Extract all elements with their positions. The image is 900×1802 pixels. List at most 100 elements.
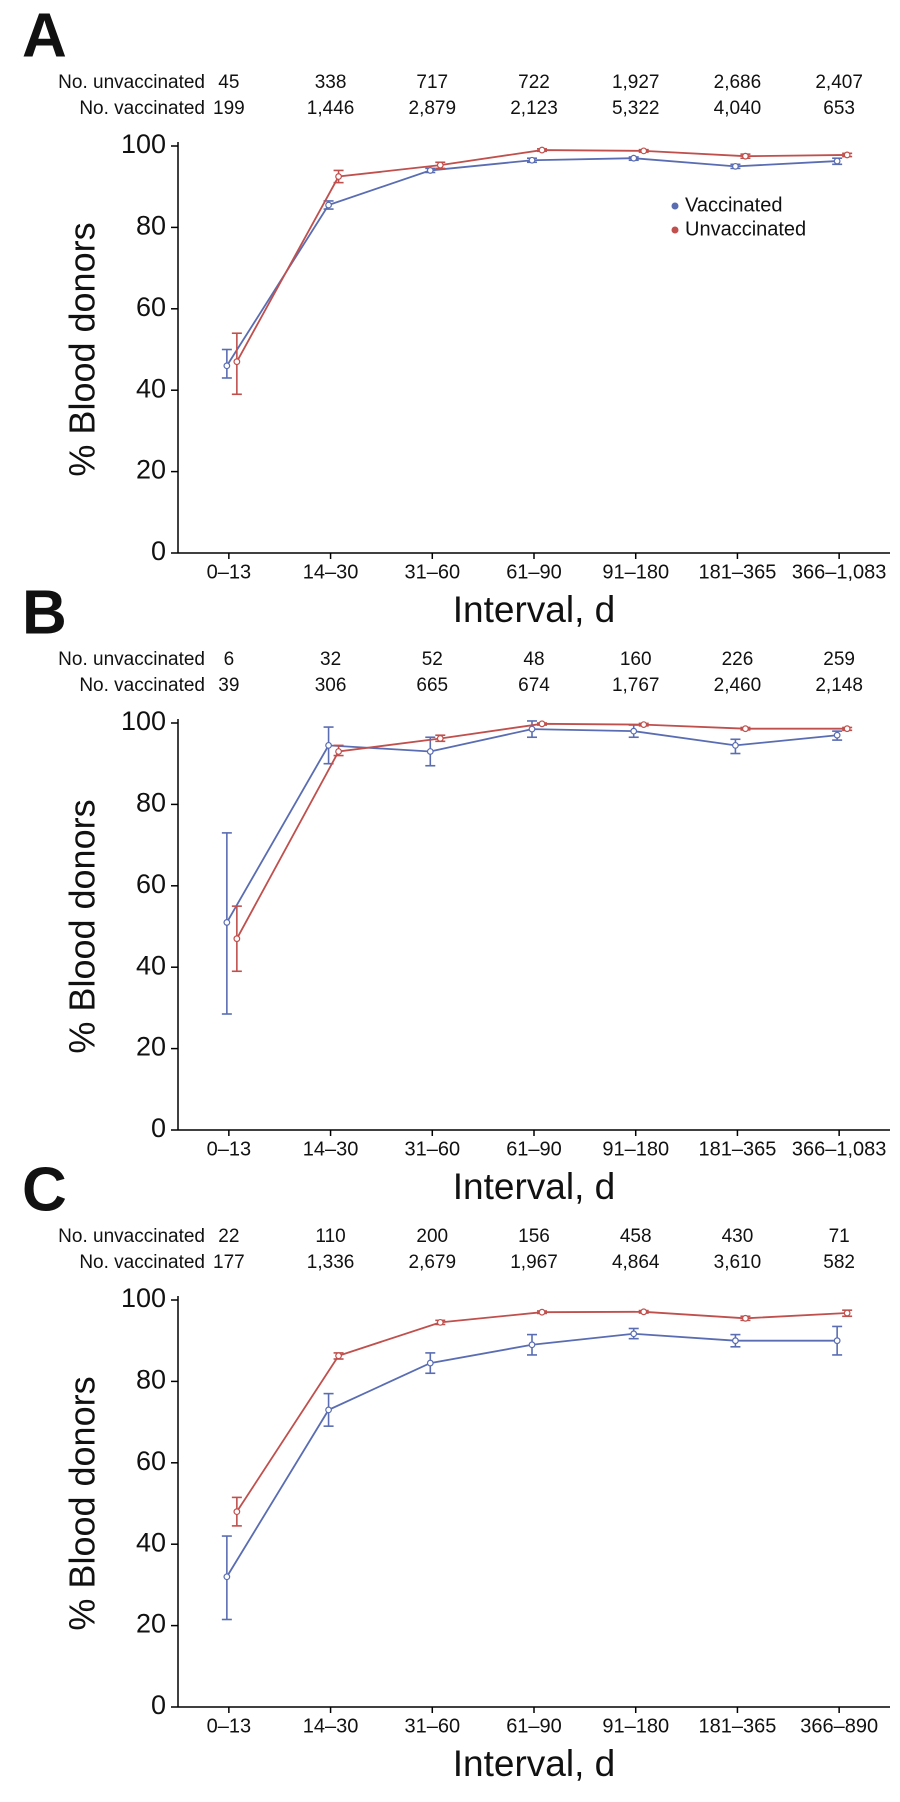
y-tick-label: 0: [151, 1113, 166, 1143]
point: [426, 167, 434, 174]
panel-label: A: [22, 1, 67, 70]
count-value: 2,879: [409, 98, 457, 119]
y-tick-label: 100: [121, 1283, 166, 1313]
point: [742, 152, 749, 160]
point: [833, 731, 841, 739]
point: [742, 725, 749, 733]
y-tick-label: 40: [136, 1527, 166, 1557]
y-tick-label: 20: [136, 455, 166, 485]
x-tick-label: 0–13: [207, 561, 252, 583]
point: [233, 935, 241, 943]
point: [223, 919, 231, 926]
count-value: 674: [518, 675, 550, 696]
count-value: 2,679: [409, 1252, 457, 1273]
point: [640, 721, 648, 729]
point: [538, 720, 546, 728]
count-value: 226: [722, 649, 754, 670]
series-line: [236, 149, 848, 363]
y-tick-label: 0: [151, 536, 166, 566]
panel-label: B: [22, 578, 67, 647]
point: [335, 1352, 342, 1360]
count-value: 160: [620, 649, 652, 670]
point: [732, 162, 739, 170]
y-tick-label: 100: [121, 129, 166, 159]
x-axis-title: Interval, d: [453, 589, 615, 630]
count-value: 22: [218, 1226, 239, 1247]
x-tick-label: 61–90: [506, 1715, 562, 1737]
x-tick-label: 91–180: [602, 561, 669, 583]
point: [325, 741, 332, 749]
x-tick-label: 61–90: [506, 1138, 562, 1160]
point: [528, 725, 536, 733]
count-row-label: No. unvaccinated: [58, 649, 205, 670]
count-value: 2,123: [510, 98, 558, 119]
legend-label: Vaccinated: [685, 194, 782, 216]
point: [436, 1318, 444, 1326]
legend-marker: [671, 226, 679, 234]
x-tick-label: 61–90: [506, 561, 562, 583]
count-value: 39: [218, 675, 239, 696]
y-axis-title: % Blood donors: [62, 799, 103, 1053]
count-value: 259: [823, 649, 855, 670]
x-tick-label: 91–180: [602, 1138, 669, 1160]
count-row-label: No. unvaccinated: [58, 72, 205, 93]
point: [538, 146, 546, 154]
count-value: 2,407: [815, 72, 863, 93]
count-value: 338: [315, 72, 347, 93]
x-tick-label: 181–365: [698, 1138, 776, 1160]
y-tick-label: 20: [136, 1032, 166, 1062]
point: [426, 748, 434, 755]
point: [528, 1341, 536, 1349]
panel-label: C: [22, 1155, 67, 1224]
y-tick-label: 80: [136, 788, 166, 818]
count-value: 717: [416, 72, 448, 93]
y-tick-label: 40: [136, 373, 166, 403]
count-value: 1,446: [307, 98, 355, 119]
x-tick-label: 0–13: [207, 1138, 252, 1160]
point: [436, 735, 444, 742]
point: [538, 1308, 546, 1316]
count-row-label: No. vaccinated: [79, 675, 205, 696]
count-value: 199: [213, 98, 245, 119]
x-tick-label: 366–1,083: [792, 1138, 887, 1160]
count-value: 306: [315, 675, 347, 696]
count-value: 722: [518, 72, 550, 93]
count-value: 653: [823, 98, 855, 119]
point: [233, 358, 241, 366]
x-tick-label: 31–60: [404, 561, 460, 583]
x-axis-title: Interval, d: [453, 1166, 615, 1207]
x-axis-title: Interval, d: [453, 1743, 615, 1784]
count-value: 665: [416, 675, 448, 696]
count-value: 156: [518, 1226, 550, 1247]
point: [843, 1309, 851, 1317]
count-row-label: No. vaccinated: [79, 98, 205, 119]
point: [732, 741, 739, 749]
count-value: 2,686: [714, 72, 762, 93]
point: [335, 748, 342, 755]
x-tick-label: 181–365: [698, 561, 776, 583]
series-line: [226, 157, 838, 367]
count-value: 52: [422, 649, 443, 670]
count-value: 177: [213, 1252, 245, 1273]
series-line: [226, 1332, 838, 1578]
count-value: 48: [523, 649, 544, 670]
point: [325, 1406, 332, 1414]
point: [640, 1308, 648, 1316]
count-value: 45: [218, 72, 239, 93]
x-tick-label: 31–60: [404, 1715, 460, 1737]
count-value: 2,148: [815, 675, 863, 696]
x-tick-label: 91–180: [602, 1715, 669, 1737]
count-value: 200: [416, 1226, 448, 1247]
count-value: 430: [722, 1226, 754, 1247]
x-tick-label: 31–60: [404, 1138, 460, 1160]
count-value: 32: [320, 649, 341, 670]
count-value: 110: [315, 1226, 345, 1247]
count-value: 2,460: [714, 675, 762, 696]
point: [833, 157, 841, 165]
y-axis-title: % Blood donors: [62, 222, 103, 476]
count-row-label: No. vaccinated: [79, 1252, 205, 1273]
count-row-label: No. unvaccinated: [58, 1226, 205, 1247]
x-tick-label: 14–30: [303, 1138, 359, 1160]
point: [640, 147, 648, 155]
point: [630, 1330, 638, 1338]
